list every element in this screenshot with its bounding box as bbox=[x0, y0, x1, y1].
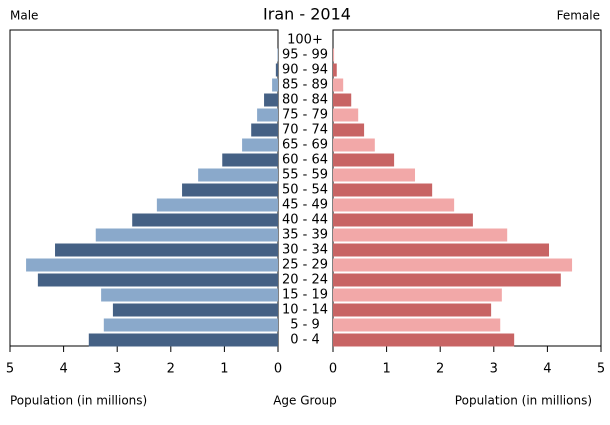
category-label: 90 - 94 bbox=[282, 63, 328, 78]
bar bbox=[333, 168, 416, 182]
bar bbox=[101, 288, 279, 302]
category-label: 100+ bbox=[287, 33, 323, 48]
bar bbox=[88, 333, 279, 347]
bar bbox=[182, 183, 278, 197]
x-tick-label: 0 bbox=[329, 362, 337, 377]
category-label: 85 - 89 bbox=[282, 78, 328, 93]
x-tick-label: 5 bbox=[6, 362, 14, 377]
bar bbox=[333, 108, 359, 122]
bar bbox=[251, 123, 278, 137]
bar bbox=[333, 48, 335, 62]
bar bbox=[112, 303, 278, 317]
bar bbox=[26, 258, 278, 272]
x-tick-label: 3 bbox=[490, 362, 498, 377]
bar bbox=[333, 288, 502, 302]
bar bbox=[333, 333, 515, 347]
category-label: 55 - 59 bbox=[282, 168, 328, 183]
x-tick-label: 4 bbox=[59, 362, 67, 377]
bar bbox=[156, 198, 278, 212]
category-label: 15 - 19 bbox=[282, 288, 328, 303]
bar bbox=[132, 213, 278, 227]
legend-male: Male bbox=[10, 9, 38, 23]
bar bbox=[103, 318, 278, 332]
bar bbox=[95, 228, 278, 242]
category-label: 25 - 29 bbox=[282, 258, 328, 273]
bar bbox=[333, 243, 550, 257]
x-tick-label: 0 bbox=[274, 362, 282, 377]
x-tick-label: 1 bbox=[220, 362, 228, 377]
bar bbox=[272, 78, 278, 92]
bar bbox=[242, 138, 278, 152]
bar bbox=[333, 198, 455, 212]
category-label: 45 - 49 bbox=[282, 198, 328, 213]
category-axis-label: Age Group bbox=[273, 394, 337, 408]
bar bbox=[333, 183, 433, 197]
bar bbox=[277, 48, 278, 62]
category-label: 0 - 4 bbox=[290, 333, 320, 348]
x-tick-label: 5 bbox=[597, 362, 605, 377]
category-label: 10 - 14 bbox=[282, 303, 328, 318]
x-axis-label: Population (in millions) bbox=[10, 394, 147, 408]
category-label: 60 - 64 bbox=[282, 153, 328, 168]
category-label: 75 - 79 bbox=[282, 108, 328, 123]
bar bbox=[264, 93, 278, 107]
bar bbox=[333, 153, 395, 167]
bar bbox=[257, 108, 278, 122]
bar bbox=[333, 93, 352, 107]
category-label: 30 - 34 bbox=[282, 243, 328, 258]
category-label: 95 - 99 bbox=[282, 48, 328, 63]
bar bbox=[222, 153, 278, 167]
bar bbox=[333, 78, 344, 92]
bar bbox=[333, 258, 573, 272]
bar bbox=[37, 273, 278, 287]
x-tick-label: 3 bbox=[113, 362, 121, 377]
bar bbox=[55, 243, 278, 257]
category-label: 5 - 9 bbox=[290, 318, 320, 333]
bar bbox=[198, 168, 278, 182]
legend-female: Female bbox=[557, 9, 600, 23]
bar bbox=[333, 213, 473, 227]
category-label: 20 - 24 bbox=[282, 273, 328, 288]
chart-title: Iran - 2014 bbox=[263, 5, 351, 24]
x-tick-label: 2 bbox=[167, 362, 175, 377]
bar bbox=[333, 123, 365, 137]
x-tick-label: 1 bbox=[382, 362, 390, 377]
category-label: 80 - 84 bbox=[282, 93, 328, 108]
category-label: 35 - 39 bbox=[282, 228, 328, 243]
bar bbox=[333, 138, 375, 152]
bar bbox=[333, 273, 561, 287]
category-label: 50 - 54 bbox=[282, 183, 328, 198]
bar bbox=[333, 63, 337, 77]
x-tick-label: 4 bbox=[543, 362, 551, 377]
bar bbox=[333, 228, 508, 242]
bar bbox=[275, 63, 278, 77]
bar bbox=[333, 318, 501, 332]
category-label: 40 - 44 bbox=[282, 213, 328, 228]
category-label: 70 - 74 bbox=[282, 123, 328, 138]
bar bbox=[333, 303, 492, 317]
category-label: 65 - 69 bbox=[282, 138, 328, 153]
x-tick-label: 2 bbox=[436, 362, 444, 377]
x-axis-label: Population (in millions) bbox=[455, 394, 592, 408]
